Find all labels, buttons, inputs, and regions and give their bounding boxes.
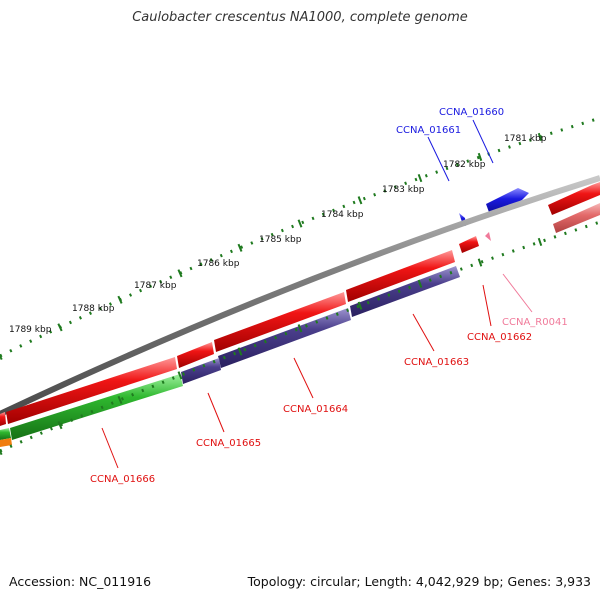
leader-ccna-01666 bbox=[101, 427, 119, 469]
gene-right-red-partial[interactable] bbox=[548, 182, 600, 215]
ruler-major-tick bbox=[477, 152, 483, 162]
ruler-major-tick bbox=[417, 279, 423, 288]
ruler-major-tick bbox=[237, 347, 243, 356]
gene-left-orange-partial[interactable] bbox=[0, 438, 12, 447]
label-ccna-01662[interactable]: CCNA_01662 bbox=[467, 332, 532, 343]
ruler-major-tick bbox=[57, 323, 63, 332]
ruler-major-tick bbox=[477, 258, 483, 267]
label-ccna-01665[interactable]: CCNA_01665 bbox=[196, 438, 261, 449]
ruler-major-tick bbox=[57, 421, 63, 430]
label-ccna-01660[interactable]: CCNA_01660 bbox=[439, 107, 504, 118]
ruler-major-tick bbox=[357, 196, 363, 205]
ruler-label-1789: 1789 kbp bbox=[9, 325, 52, 335]
inner-ruler-major-ticks bbox=[0, 237, 543, 456]
ruler-major-tick bbox=[117, 395, 123, 404]
ruler-major-tick bbox=[237, 243, 243, 252]
gene-ccna-01665[interactable] bbox=[177, 342, 214, 368]
leader-ccna-01663 bbox=[412, 313, 435, 352]
label-ccna-01664[interactable]: CCNA_01664 bbox=[283, 404, 348, 415]
ruler-label-1786: 1786 kbp bbox=[197, 259, 240, 269]
ruler-major-tick bbox=[297, 219, 303, 228]
label-ccna-01663[interactable]: CCNA_01663 bbox=[404, 357, 469, 368]
gene-ccna-01663-lower[interactable] bbox=[350, 266, 460, 317]
ruler-major-tick bbox=[357, 301, 363, 310]
ruler-major-tick bbox=[417, 173, 423, 183]
gene-ccna-r0041[interactable] bbox=[485, 232, 491, 241]
gene-left-green-partial[interactable] bbox=[0, 428, 11, 440]
ruler-label-1787: 1787 kbp bbox=[134, 281, 177, 291]
leader-ccna-01662 bbox=[482, 284, 492, 327]
gene-left-red-partial[interactable] bbox=[0, 412, 6, 426]
ruler-major-tick bbox=[0, 353, 3, 361]
ruler-label-1782: 1782 kbp bbox=[443, 160, 486, 170]
gene-ccna-01666-lower[interactable] bbox=[10, 374, 183, 440]
ruler-label-1781: 1781 kbp bbox=[504, 134, 547, 144]
ruler-major-tick bbox=[177, 371, 183, 380]
accession-text: Accession: NC_011916 bbox=[9, 574, 152, 589]
ruler-label-1783: 1783 kbp bbox=[382, 185, 425, 195]
ruler-major-tick bbox=[177, 269, 183, 278]
ruler-label-1788: 1788 kbp bbox=[72, 304, 115, 314]
label-ccna-01666[interactable]: CCNA_01666 bbox=[90, 474, 155, 485]
ruler-major-tick bbox=[537, 237, 543, 247]
gene-ccna-01665-lower[interactable] bbox=[181, 358, 221, 384]
page-title: Caulobacter crescentus NA1000, complete … bbox=[132, 10, 468, 25]
label-ccna-r0041[interactable]: CCNA_R0041 bbox=[502, 317, 568, 328]
gene-ccna-01666[interactable] bbox=[6, 357, 177, 424]
leader-ccna-01664 bbox=[293, 357, 314, 399]
label-ccna-01661[interactable]: CCNA_01661 bbox=[396, 125, 461, 136]
ruler-label-1784: 1784 kbp bbox=[321, 210, 364, 220]
gene-ccna-01663[interactable] bbox=[346, 250, 455, 302]
gene-ccna-01660[interactable] bbox=[486, 188, 529, 215]
leader-ccna-r0041 bbox=[502, 273, 533, 313]
gene-ccna-01662[interactable] bbox=[459, 236, 479, 253]
gene-faded-red-right[interactable] bbox=[553, 203, 600, 233]
gene-ccna-01664[interactable] bbox=[214, 292, 346, 352]
ruler-major-tick bbox=[537, 132, 543, 142]
ruler-label-1785: 1785 kbp bbox=[259, 235, 302, 245]
genome-summary-text: Topology: circular; Length: 4,042,929 bp… bbox=[247, 574, 591, 589]
genome-backbone bbox=[0, 175, 600, 417]
leader-ccna-01660 bbox=[472, 119, 494, 164]
outer-ruler-major-ticks bbox=[0, 132, 543, 361]
leader-ccna-01661 bbox=[427, 136, 450, 182]
leader-ccna-01665 bbox=[207, 392, 225, 433]
ruler-major-tick bbox=[297, 324, 303, 333]
ruler-major-tick bbox=[0, 448, 3, 456]
ruler-major-tick bbox=[117, 295, 123, 304]
